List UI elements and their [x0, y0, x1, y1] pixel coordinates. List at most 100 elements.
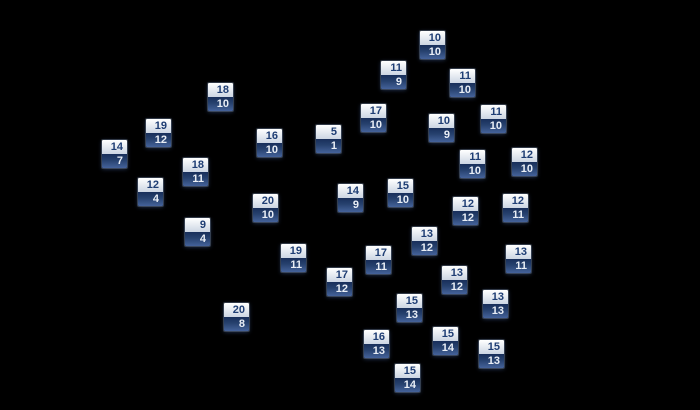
unit-counter[interactable]: 5 1 — [316, 125, 341, 153]
unit-counter[interactable]: 13 12 — [442, 266, 467, 294]
unit-counter-bottom-value: 11 — [506, 259, 531, 273]
unit-counter[interactable]: 14 7 — [102, 140, 127, 168]
unit-counter-bottom-value: 10 — [420, 45, 445, 59]
unit-counter[interactable]: 17 10 — [361, 104, 386, 132]
unit-counter[interactable]: 11 9 — [381, 61, 406, 89]
unit-counter-bottom-value: 7 — [102, 154, 127, 168]
unit-counter[interactable]: 15 13 — [479, 340, 504, 368]
unit-counter-bottom-value: 13 — [364, 344, 389, 358]
unit-counter-top-value: 17 — [327, 268, 352, 282]
unit-counter[interactable]: 15 14 — [433, 327, 458, 355]
unit-counter-top-value: 16 — [364, 330, 389, 344]
unit-counter-top-value: 11 — [481, 105, 506, 119]
unit-counter-top-value: 12 — [503, 194, 528, 208]
unit-counter[interactable]: 12 11 — [503, 194, 528, 222]
unit-counter-top-value: 11 — [381, 61, 406, 75]
unit-counter[interactable]: 16 13 — [364, 330, 389, 358]
unit-counter[interactable]: 10 10 — [420, 31, 445, 59]
unit-counter-bottom-value: 11 — [503, 208, 528, 222]
unit-counter-bottom-value: 10 — [481, 119, 506, 133]
unit-counter[interactable]: 15 14 — [395, 364, 420, 392]
unit-counter[interactable]: 17 12 — [327, 268, 352, 296]
unit-counter-bottom-value: 11 — [281, 258, 306, 272]
unit-counter-bottom-value: 9 — [338, 198, 363, 212]
unit-counter-top-value: 13 — [412, 227, 437, 241]
unit-counter-top-value: 10 — [420, 31, 445, 45]
unit-counter-bottom-value: 14 — [395, 378, 420, 392]
unit-counter-top-value: 14 — [338, 184, 363, 198]
unit-counter[interactable]: 12 12 — [453, 197, 478, 225]
unit-counter[interactable]: 12 4 — [138, 178, 163, 206]
unit-counter[interactable]: 10 9 — [429, 114, 454, 142]
unit-counter-top-value: 13 — [506, 245, 531, 259]
unit-counter[interactable]: 13 13 — [483, 290, 508, 318]
unit-counter-bottom-value: 12 — [453, 211, 478, 225]
unit-counter-bottom-value: 12 — [327, 282, 352, 296]
unit-counter-top-value: 17 — [366, 246, 391, 260]
unit-counter-bottom-value: 14 — [433, 341, 458, 355]
unit-counter-top-value: 19 — [146, 119, 171, 133]
unit-counter[interactable]: 20 10 — [253, 194, 278, 222]
unit-counter[interactable]: 12 10 — [512, 148, 537, 176]
unit-counter-bottom-value: 13 — [483, 304, 508, 318]
unit-counter-top-value: 12 — [138, 178, 163, 192]
unit-counter-bottom-value: 9 — [429, 128, 454, 142]
unit-counter[interactable]: 18 11 — [183, 158, 208, 186]
unit-counter-bottom-value: 10 — [450, 83, 475, 97]
unit-counter[interactable]: 15 10 — [388, 179, 413, 207]
unit-counter-bottom-value: 1 — [316, 139, 341, 153]
unit-counter[interactable]: 15 13 — [397, 294, 422, 322]
unit-counter[interactable]: 11 10 — [481, 105, 506, 133]
unit-counter-bottom-value: 10 — [253, 208, 278, 222]
unit-counter-top-value: 15 — [395, 364, 420, 378]
unit-counter-top-value: 10 — [429, 114, 454, 128]
unit-counter-bottom-value: 4 — [138, 192, 163, 206]
unit-counter[interactable]: 11 10 — [460, 150, 485, 178]
unit-counter-top-value: 15 — [479, 340, 504, 354]
unit-counter-bottom-value: 10 — [460, 164, 485, 178]
unit-counter-bottom-value: 9 — [381, 75, 406, 89]
unit-counter-bottom-value: 13 — [397, 308, 422, 322]
unit-counter-bottom-value: 11 — [366, 260, 391, 274]
unit-counter-top-value: 18 — [208, 83, 233, 97]
unit-counter[interactable]: 9 4 — [185, 218, 210, 246]
unit-counter[interactable]: 18 10 — [208, 83, 233, 111]
unit-counter-top-value: 17 — [361, 104, 386, 118]
unit-counter-top-value: 15 — [388, 179, 413, 193]
unit-counter-bottom-value: 10 — [388, 193, 413, 207]
unit-counter-top-value: 15 — [433, 327, 458, 341]
unit-counter-bottom-value: 10 — [361, 118, 386, 132]
unit-counter[interactable]: 16 10 — [257, 129, 282, 157]
unit-counter-top-value: 13 — [483, 290, 508, 304]
unit-counter-bottom-value: 12 — [412, 241, 437, 255]
unit-counter-top-value: 11 — [450, 69, 475, 83]
unit-counter-top-value: 20 — [253, 194, 278, 208]
unit-counter-top-value: 16 — [257, 129, 282, 143]
unit-counter-top-value: 12 — [512, 148, 537, 162]
unit-counter-bottom-value: 11 — [183, 172, 208, 186]
unit-counter-top-value: 15 — [397, 294, 422, 308]
unit-counter[interactable]: 13 12 — [412, 227, 437, 255]
unit-counter-bottom-value: 10 — [257, 143, 282, 157]
unit-counter[interactable]: 19 11 — [281, 244, 306, 272]
unit-counter-bottom-value: 10 — [512, 162, 537, 176]
unit-counter[interactable]: 17 11 — [366, 246, 391, 274]
unit-counter-top-value: 14 — [102, 140, 127, 154]
unit-counter-top-value: 5 — [316, 125, 341, 139]
unit-counter-bottom-value: 13 — [479, 354, 504, 368]
unit-counter[interactable]: 13 11 — [506, 245, 531, 273]
unit-counter-top-value: 13 — [442, 266, 467, 280]
unit-counter-top-value: 18 — [183, 158, 208, 172]
unit-counter-bottom-value: 12 — [146, 133, 171, 147]
unit-counter-bottom-value: 8 — [224, 317, 249, 331]
unit-counter-bottom-value: 12 — [442, 280, 467, 294]
unit-counter-top-value: 12 — [453, 197, 478, 211]
unit-counter-top-value: 11 — [460, 150, 485, 164]
unit-counter[interactable]: 19 12 — [146, 119, 171, 147]
unit-counter[interactable]: 11 10 — [450, 69, 475, 97]
unit-counter[interactable]: 14 9 — [338, 184, 363, 212]
unit-counter[interactable]: 20 8 — [224, 303, 249, 331]
unit-counter-bottom-value: 4 — [185, 232, 210, 246]
unit-counter-top-value: 19 — [281, 244, 306, 258]
